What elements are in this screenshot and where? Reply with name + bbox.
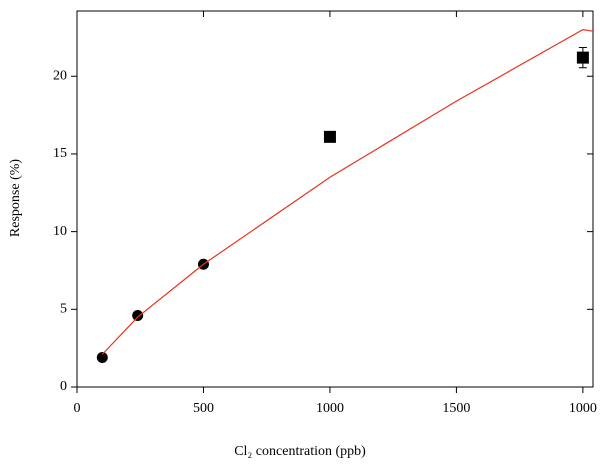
- x-tick-label: 1000: [316, 401, 344, 416]
- data-point: [132, 310, 144, 322]
- x-tick-label: 1500: [442, 401, 470, 416]
- x-tick-label: 1000: [569, 401, 597, 416]
- plot-frame: [76, 10, 594, 388]
- data-point: [576, 51, 589, 64]
- y-tick-label: 10: [53, 224, 67, 239]
- x-tick-label: 0: [74, 401, 81, 416]
- x-axis-label: Cl₂ concentration (ppb): [234, 444, 366, 459]
- x-tick-label: 500: [193, 401, 214, 416]
- data-point: [323, 130, 336, 143]
- y-tick-label: 15: [53, 146, 67, 161]
- y-tick-label: 0: [60, 379, 67, 394]
- data-point: [96, 351, 108, 363]
- y-tick-label: 5: [60, 302, 67, 317]
- y-tick-label: 20: [53, 68, 67, 83]
- y-axis-label: Response (%): [8, 159, 23, 237]
- fit-line: [101, 29, 594, 355]
